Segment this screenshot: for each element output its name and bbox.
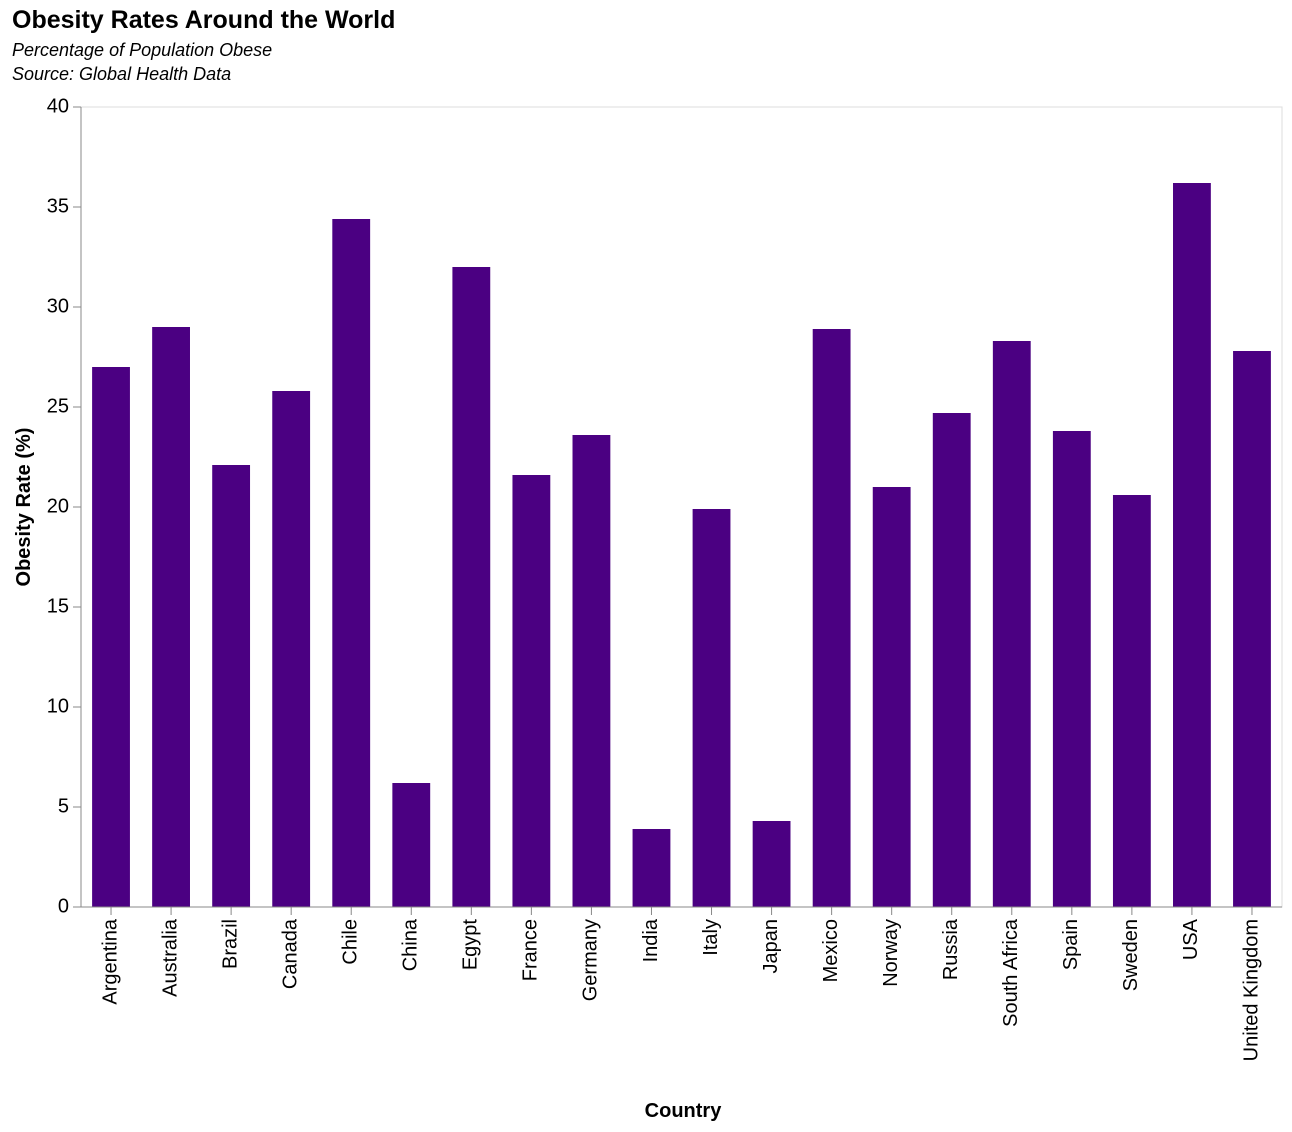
x-tick-label-france: France [520,919,542,981]
bar-brazil [212,465,251,907]
x-tick-label-russia: Russia [940,918,962,980]
y-axis-title: Obesity Rate (%) [13,428,35,587]
x-tick-label-india: India [640,918,662,962]
y-tick-label-35: 35 [47,195,69,217]
x-tick-label-argentina: Argentina [99,918,121,1004]
bar-sweden [1112,495,1151,907]
bar-germany [572,435,611,907]
y-tick-label-20: 20 [47,495,69,517]
y-tick-label-10: 10 [47,695,69,717]
bars-group [92,183,1271,907]
x-tick-label-germany: Germany [580,919,602,1001]
x-tick-label-brazil: Brazil [219,919,241,969]
bar-india [632,829,671,907]
x-axis-ticks: Argentina Australia Brazil Canada Chile China… [99,907,1262,1061]
bar-norway [872,487,911,907]
x-tick-label-canada: Canada [279,918,301,989]
bar-italy [692,509,731,907]
x-tick-label-norway: Norway [880,919,902,987]
y-tick-label-5: 5 [58,795,69,817]
x-tick-label-chile: Chile [340,919,362,965]
x-tick-label-usa: USA [1180,918,1202,960]
bar-canada [272,391,311,907]
x-tick-label-south-africa: South Africa [1000,918,1022,1027]
plot-frame [80,106,1283,908]
bar-spain [1052,431,1091,907]
bar-france [512,475,551,907]
x-tick-label-sweden: Sweden [1120,919,1142,991]
x-tick-label-japan: Japan [760,919,782,974]
bar-usa [1173,183,1211,907]
bar-united-kingdom [1233,351,1271,907]
chart-source-note: Source: Global Health Data [12,64,232,84]
bar-argentina [92,367,130,907]
y-tick-label-40: 40 [47,95,69,117]
x-tick-label-italy: Italy [700,919,722,956]
y-tick-label-0: 0 [58,895,69,917]
x-tick-label-united-kingdom: United Kingdom [1240,919,1262,1061]
bar-south-africa [992,341,1031,907]
bar-russia [932,413,971,907]
chart-subtitle: Percentage of Population Obese [12,40,273,60]
bar-japan [752,821,791,907]
x-axis-title: Country [645,1100,723,1122]
bar-australia [152,327,190,907]
chart-title: Obesity Rates Around the World [12,6,396,34]
x-tick-label-china: China [400,918,422,971]
bar-egypt [452,267,491,907]
y-tick-label-25: 25 [47,395,69,417]
y-axis-ticks: 0 5 10 15 20 25 30 35 40 [47,95,81,917]
bar-mexico [812,329,851,907]
x-tick-label-mexico: Mexico [820,919,842,982]
x-tick-label-spain: Spain [1060,919,1082,970]
y-tick-label-15: 15 [47,595,69,617]
bar-chile [332,219,371,907]
x-tick-label-egypt: Egypt [460,919,482,971]
y-tick-label-30: 30 [47,295,69,317]
bar-china [392,783,431,907]
x-tick-label-australia: Australia [159,918,181,997]
